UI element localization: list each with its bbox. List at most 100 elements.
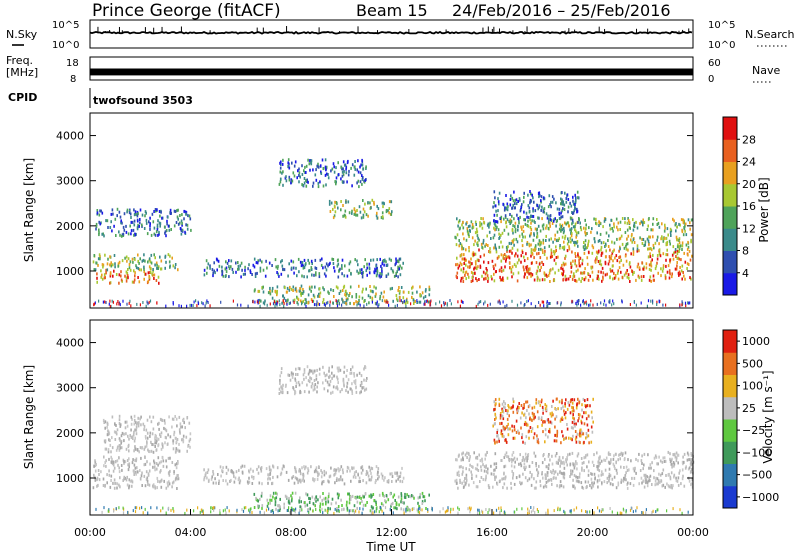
range-gate-cell [513, 243, 515, 247]
ground-gate-cell [197, 302, 200, 306]
ground-gate-cell [402, 301, 404, 304]
range-gate-cell [135, 264, 137, 268]
range-gate-cell [334, 210, 337, 214]
range-gate-cell [675, 267, 678, 271]
range-gate-cell [560, 417, 563, 421]
range-gate-cell [575, 475, 577, 479]
range-gate-cell [591, 251, 594, 255]
range-gate-cell [385, 260, 387, 264]
ground-gate-cell [205, 301, 207, 305]
range-gate-cell [154, 465, 156, 469]
range-gate-cell [130, 415, 133, 419]
range-gate-cell [381, 272, 383, 276]
range-gate-cell [272, 475, 274, 479]
range-gate-cell [462, 276, 464, 280]
range-gate-cell [337, 258, 339, 262]
range-gate-cell [279, 507, 281, 511]
ground-gate-cell [679, 508, 681, 512]
range-gate-cell [276, 266, 279, 270]
range-gate-cell [584, 455, 587, 459]
range-gate-cell [257, 465, 260, 469]
range-gate-cell [476, 241, 479, 245]
range-gate-cell [287, 274, 289, 278]
range-gate-cell [157, 422, 159, 426]
range-gate-cell [633, 469, 636, 473]
range-gate-cell [577, 253, 579, 257]
range-gate-cell [678, 245, 681, 249]
range-gate-cell [240, 275, 242, 279]
range-gate-cell [489, 221, 491, 225]
range-gate-cell [303, 390, 306, 394]
range-gate-cell [307, 372, 310, 376]
range-gate-cell [549, 280, 551, 283]
range-gate-cell [608, 472, 611, 476]
range-gate-cell [572, 413, 574, 417]
range-gate-cell [364, 299, 366, 302]
range-gate-cell [469, 455, 471, 459]
range-gate-cell [340, 177, 342, 181]
range-gate-cell [564, 262, 567, 266]
range-gate-cell [276, 289, 278, 293]
ground-gate-cell [122, 299, 124, 303]
range-gate-cell [258, 289, 261, 293]
range-gate-cell [302, 476, 305, 480]
ground-gate-cell [573, 508, 575, 512]
range-gate-cell [146, 441, 148, 445]
range-gate-cell [416, 508, 419, 512]
range-gate-cell [108, 432, 111, 436]
range-gate-cell [474, 271, 476, 275]
range-gate-cell [185, 212, 187, 216]
range-gate-cell [137, 422, 140, 426]
range-gate-cell [618, 453, 620, 457]
range-gate-cell [582, 245, 585, 249]
range-gate-cell [318, 465, 320, 469]
range-gate-cell [375, 292, 377, 296]
range-gate-cell [333, 214, 336, 218]
range-gate-cell [274, 503, 277, 507]
range-gate-cell [475, 223, 477, 226]
range-gate-cell [322, 381, 324, 385]
range-gate-cell [347, 492, 349, 496]
range-gate-cell [455, 274, 458, 278]
range-gate-cell [132, 433, 135, 437]
range-gate-cell [141, 471, 143, 475]
range-gate-cell [558, 207, 561, 211]
range-gate-cell [544, 420, 546, 424]
range-gate-cell [111, 415, 114, 419]
range-gate-cell [173, 224, 176, 228]
range-gate-cell [507, 245, 509, 249]
range-gate-cell [233, 474, 235, 478]
range-gate-cell [541, 461, 544, 465]
range-gate-cell [285, 495, 288, 499]
ground-gate-cell [482, 510, 484, 514]
ground-gate-cell [212, 506, 214, 510]
range-gate-cell [397, 477, 399, 481]
range-gate-cell [329, 379, 332, 383]
range-gate-cell [337, 262, 340, 266]
range-gate-cell [136, 227, 139, 231]
range-gate-cell [279, 378, 281, 382]
range-gate-cell [683, 452, 686, 456]
range-gate-cell [332, 289, 335, 292]
range-gate-cell [129, 260, 132, 264]
range-gate-cell [130, 216, 132, 219]
range-gate-cell [581, 415, 584, 419]
range-gate-cell [640, 220, 643, 224]
range-gate-cell [503, 435, 505, 439]
range-gate-cell [370, 493, 372, 497]
ground-gate-cell [102, 300, 104, 304]
range-gate-cell [550, 253, 553, 257]
range-gate-cell [521, 433, 524, 437]
range-gate-cell [534, 454, 537, 458]
range-gate-cell [348, 492, 350, 496]
range-gate-cell [598, 478, 601, 482]
range-gate-cell [549, 458, 551, 462]
range-gate-cell [625, 271, 628, 275]
range-gate-cell [620, 234, 623, 238]
ground-gate-cell [419, 508, 421, 512]
range-gate-cell [545, 465, 548, 469]
range-gate-cell [206, 476, 208, 480]
range-gate-cell [287, 161, 289, 165]
range-gate-cell [581, 466, 583, 470]
